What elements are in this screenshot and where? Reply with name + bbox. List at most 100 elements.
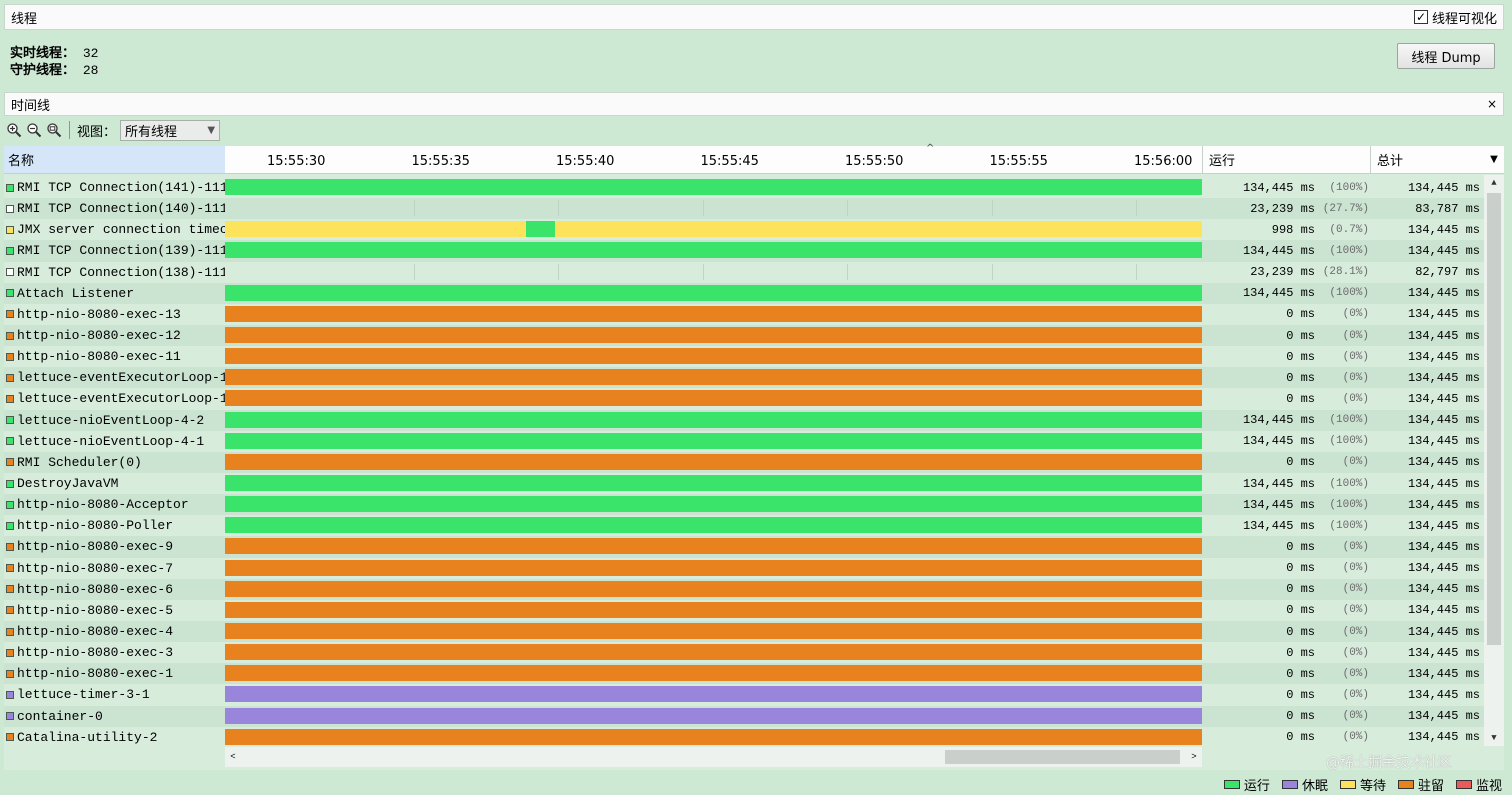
thread-row[interactable]: RMI TCP Connection(139)-111 134,445 ms (10… — [4, 240, 1484, 262]
thread-name-text: Attach Listener — [17, 285, 135, 301]
run-ms: 0 ms — [1286, 645, 1315, 660]
thread-name-text: RMI TCP Connection(140)-111 — [17, 201, 225, 217]
thread-name: lettuce-nioEventLoop-4-1 — [6, 431, 225, 452]
run-ms: 0 ms — [1286, 328, 1315, 343]
thread-row[interactable]: container-0 0 ms (0%) 134,445 ms — [4, 705, 1484, 727]
thread-name-text: http-nio-8080-exec-4 — [17, 624, 174, 640]
state-segment-sleeping — [225, 707, 1202, 724]
thread-row[interactable]: lettuce-eventExecutorLoop-1 0 ms (0%) 134,4… — [4, 388, 1484, 409]
thread-row[interactable]: http-nio-8080-exec-6 0 ms (0%) 134,445 ms — [4, 578, 1484, 600]
thread-row[interactable]: http-nio-8080-exec-3 0 ms (0%) 134,445 ms — [4, 642, 1484, 663]
thread-name: lettuce-eventExecutorLoop-1 — [6, 367, 225, 388]
timeline-gridline — [1136, 200, 1137, 217]
thread-state-icon — [6, 394, 14, 403]
thread-state-icon — [6, 458, 14, 467]
thread-row[interactable]: Catalina-utility-2 0 ms (0%) 134,445 ms — [4, 727, 1484, 748]
thread-name: http-nio-8080-Acceptor — [6, 494, 225, 515]
time-tick-label: 15:55:30 — [267, 154, 326, 169]
timeline-gridline — [847, 263, 848, 280]
horizontal-scroll-thumb[interactable] — [945, 750, 1180, 764]
thread-row[interactable]: lettuce-eventExecutorLoop-1 0 ms (0%) 134,4… — [4, 367, 1484, 389]
horizontal-scrollbar[interactable]: < > — [225, 747, 1202, 767]
visualization-checkbox[interactable]: ✓ — [1413, 10, 1428, 24]
run-ms: 0 ms — [1286, 709, 1315, 724]
thread-row[interactable]: lettuce-nioEventLoop-4-2 134,445 ms (100%)… — [4, 409, 1484, 431]
column-header-timeline[interactable]: ^ 15:55:30 15:55:35 15:55:40 15:55:45 15:55:… — [225, 143, 1202, 174]
thread-row[interactable]: http-nio-8080-exec-9 0 ms (0%) 134,445 ms — [4, 536, 1484, 558]
run-percent: (0%) — [1342, 329, 1369, 342]
zoom-in-icon[interactable] — [6, 122, 22, 138]
thread-name: http-nio-8080-exec-1 — [6, 663, 225, 684]
thread-name-text: lettuce-nioEventLoop-4-1 — [17, 433, 205, 449]
thread-row[interactable]: Attach Listener 134,445 ms (100%) 134,445 m… — [4, 282, 1484, 304]
run-percent: (28.1%) — [1322, 266, 1369, 279]
run-percent: (100%) — [1329, 498, 1369, 511]
thread-row[interactable]: DestroyJavaVM 134,445 ms (100%) 134,445 ms — [4, 473, 1484, 494]
thread-row[interactable]: http-nio-8080-exec-7 0 ms (0%) 134,445 ms — [4, 558, 1484, 579]
vertical-scrollbar[interactable]: ▲ ▼ — [1484, 175, 1504, 746]
thread-row[interactable]: http-nio-8080-exec-11 0 ms (0%) 134,445 ms — [4, 346, 1484, 367]
run-percent: (0%) — [1342, 392, 1369, 405]
thread-timeline-track — [225, 453, 1202, 470]
thread-row[interactable]: http-nio-8080-exec-5 0 ms (0%) 134,445 ms — [4, 600, 1484, 621]
total-ms: 134,445 ms — [1407, 455, 1480, 470]
timeline-header: 时间线 × — [4, 92, 1504, 116]
thread-row[interactable]: lettuce-timer-3-1 0 ms (0%) 134,445 ms — [4, 684, 1484, 705]
thread-timeline-track — [225, 284, 1202, 301]
thread-name: http-nio-8080-exec-3 — [6, 642, 225, 663]
zoom-out-icon[interactable] — [26, 122, 42, 138]
legend-label: 监视 — [1475, 779, 1502, 794]
zoom-fit-icon[interactable] — [46, 122, 62, 138]
run-ms: 23,239 ms — [1250, 201, 1315, 216]
thread-state-icon — [6, 648, 14, 657]
thread-row[interactable]: JMX server connection timec 998 ms (0.7%) 1… — [4, 219, 1484, 240]
scroll-right-icon[interactable]: > — [1191, 752, 1197, 762]
run-ms: 134,445 ms — [1242, 413, 1315, 428]
scroll-down-icon[interactable]: ▼ — [1491, 733, 1497, 743]
view-select[interactable]: 所有线程 ▼ — [120, 119, 221, 141]
run-percent: (100%) — [1329, 287, 1369, 300]
column-header-run[interactable]: 运行 — [1202, 146, 1370, 174]
thread-row[interactable]: http-nio-8080-exec-12 0 ms (0%) 134,445 ms — [4, 324, 1484, 347]
thread-row[interactable]: lettuce-nioEventLoop-4-1 134,445 ms (100%)… — [4, 431, 1484, 452]
total-ms: 134,445 ms — [1407, 180, 1480, 195]
state-segment-running — [525, 221, 556, 238]
total-ms: 134,445 ms — [1407, 561, 1480, 576]
column-header-total[interactable]: 总计 — [1370, 146, 1484, 174]
thread-name-text: http-nio-8080-exec-11 — [17, 349, 181, 365]
thread-row[interactable]: http-nio-8080-Poller 134,445 ms (100%) 134,… — [4, 515, 1484, 536]
thread-row[interactable]: RMI TCP Connection(141)-111 134,445 ms (10… — [4, 177, 1484, 198]
scroll-up-icon[interactable]: ▲ — [1491, 178, 1497, 188]
thread-state-icon — [6, 225, 14, 234]
thread-row[interactable]: RMI TCP Connection(140)-111 23,239 ms (27.… — [4, 198, 1484, 220]
thread-name-text: Catalina-utility-2 — [17, 729, 158, 745]
total-ms: 83,787 ms — [1415, 201, 1480, 216]
thread-state-icon — [6, 521, 14, 530]
total-ms: 134,445 ms — [1407, 582, 1480, 597]
legend-swatch — [1281, 780, 1298, 789]
column-header-name[interactable]: 名称 — [4, 146, 225, 174]
thread-name-text: http-nio-8080-exec-3 — [17, 645, 174, 661]
scroll-left-icon[interactable]: < — [230, 752, 236, 762]
thread-row[interactable]: RMI TCP Connection(138)-111 23,239 ms (28.… — [4, 262, 1484, 283]
thread-row[interactable]: http-nio-8080-Acceptor 134,445 ms (100%) 13… — [4, 494, 1484, 516]
run-ms: 0 ms — [1286, 561, 1315, 576]
thread-visualization-toggle[interactable]: ✓ 线程可视化 — [1413, 8, 1497, 27]
vertical-scroll-thumb[interactable] — [1487, 193, 1501, 645]
thread-name-text: RMI Scheduler(0) — [17, 454, 142, 470]
thread-row[interactable]: http-nio-8080-exec-13 0 ms (0%) 134,445 ms — [4, 304, 1484, 325]
total-ms: 134,445 ms — [1407, 539, 1480, 554]
close-icon[interactable]: × — [1486, 97, 1497, 111]
thread-state-icon — [6, 416, 14, 425]
column-menu-icon[interactable]: ▼ — [1484, 146, 1504, 174]
thread-timeline-track — [225, 200, 1202, 217]
run-percent: (100%) — [1329, 435, 1369, 448]
thread-row[interactable]: http-nio-8080-exec-4 0 ms (0%) 134,445 ms — [4, 620, 1484, 643]
thread-dump-button[interactable]: 线程 Dump — [1397, 43, 1495, 69]
thread-state-icon — [6, 733, 14, 742]
timeline-gridline — [558, 200, 559, 217]
thread-row[interactable]: http-nio-8080-exec-1 0 ms (0%) 134,445 ms — [4, 663, 1484, 685]
thread-row[interactable]: RMI Scheduler(0) 0 ms (0%) 134,445 ms — [4, 451, 1484, 473]
timeline-gridline — [991, 200, 993, 217]
daemon-threads-value: 28 — [82, 63, 99, 78]
